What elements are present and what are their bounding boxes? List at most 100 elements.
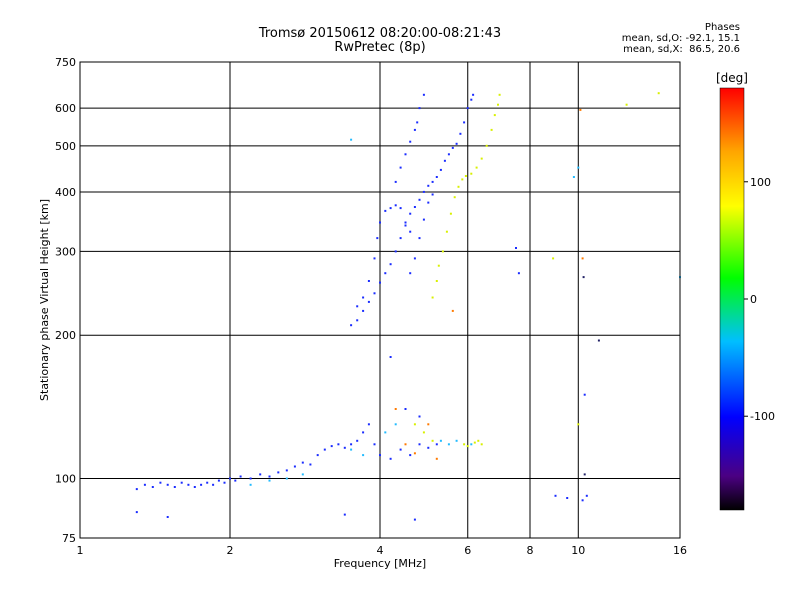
chart-subtitle: RwPretec (8p) (334, 40, 426, 55)
data-point (466, 445, 469, 448)
chart-title: Tromsø 20150612 08:20:00-08:21:43 (258, 26, 502, 41)
phase-stats: Phases mean, sd,O: -92.1, 15.1 mean, sd,… (560, 22, 740, 55)
data-point (473, 441, 476, 444)
data-point (343, 513, 346, 516)
data-point (379, 281, 381, 284)
data-point (166, 483, 169, 486)
y-tick-label: 75 (62, 532, 76, 545)
colorbar-label: [deg] (716, 71, 748, 85)
data-point (625, 103, 628, 106)
data-point (449, 212, 452, 215)
data-point (431, 193, 434, 196)
data-point (472, 93, 475, 96)
data-point (597, 339, 600, 342)
data-point (451, 146, 454, 149)
data-point (384, 431, 387, 434)
data-point (475, 166, 478, 169)
data-point (416, 121, 419, 124)
data-point (480, 157, 483, 160)
x-tick-label: 4 (377, 544, 384, 557)
data-point (151, 486, 154, 488)
data-point (413, 452, 416, 455)
data-point (159, 481, 162, 484)
data-point (515, 247, 517, 249)
y-tick-label: 300 (55, 245, 76, 258)
data-point (187, 483, 190, 486)
data-point (451, 309, 454, 312)
data-point (268, 479, 271, 482)
data-point (464, 175, 467, 177)
data-points (135, 92, 681, 521)
data-point (259, 473, 262, 476)
data-point (435, 280, 438, 282)
data-point (445, 230, 448, 233)
data-point (552, 257, 555, 260)
data-point (166, 516, 169, 518)
data-point (367, 280, 370, 282)
data-point (367, 300, 370, 303)
data-point (373, 292, 376, 295)
data-point (418, 237, 421, 240)
data-point (455, 439, 458, 442)
data-point (193, 486, 196, 488)
data-point (394, 408, 397, 410)
data-point (470, 98, 473, 101)
data-point (470, 172, 473, 175)
data-point (435, 457, 438, 460)
data-point (470, 443, 473, 446)
x-tick-label: 8 (527, 544, 534, 557)
data-point (497, 103, 499, 106)
x-tick-label: 2 (227, 544, 234, 557)
data-point (480, 443, 483, 446)
data-point (409, 272, 412, 275)
data-point (223, 481, 226, 484)
data-point (404, 221, 407, 224)
colorbar-tick-label: 100 (750, 176, 771, 189)
data-point (337, 443, 340, 446)
data-point (463, 443, 466, 446)
data-point (490, 128, 493, 131)
data-point (413, 423, 416, 426)
data-point (466, 107, 469, 110)
data-point (583, 473, 586, 476)
data-point (457, 185, 460, 188)
data-point (413, 518, 416, 521)
y-tick-label: 750 (55, 56, 76, 69)
data-point (581, 499, 584, 502)
data-point (443, 159, 446, 162)
data-point (268, 475, 271, 478)
y-tick-label: 400 (55, 186, 76, 199)
data-point (459, 132, 462, 135)
data-point (431, 296, 434, 299)
data-point (427, 184, 430, 187)
data-point (373, 257, 376, 260)
x-tick-label: 6 (464, 544, 471, 557)
data-point (422, 190, 425, 193)
data-point (422, 93, 425, 96)
data-point (212, 483, 215, 486)
x-tick-label: 1 (77, 544, 84, 557)
data-point (413, 257, 416, 260)
y-axis-label: Stationary phase Virtual Height [km] (38, 199, 51, 401)
axes: 1 2 4 6 8 10 16 75 100 200 300 400 500 600 750 (55, 56, 687, 557)
data-point (427, 446, 430, 449)
data-point (427, 201, 430, 204)
data-point (413, 206, 416, 208)
data-point (135, 488, 138, 491)
data-point (234, 479, 237, 482)
data-point (422, 218, 425, 221)
data-point (206, 481, 209, 484)
y-tick-label: 100 (55, 473, 76, 486)
data-point (399, 237, 402, 240)
data-point (583, 393, 586, 396)
data-point (435, 443, 438, 446)
data-point (431, 180, 434, 183)
data-point (180, 481, 183, 484)
colorbar-tick-label: 0 (750, 293, 757, 306)
data-point (367, 423, 370, 426)
data-point (309, 463, 312, 466)
data-point (399, 448, 402, 451)
y-tick-label: 500 (55, 140, 76, 153)
colorbar (719, 87, 745, 511)
